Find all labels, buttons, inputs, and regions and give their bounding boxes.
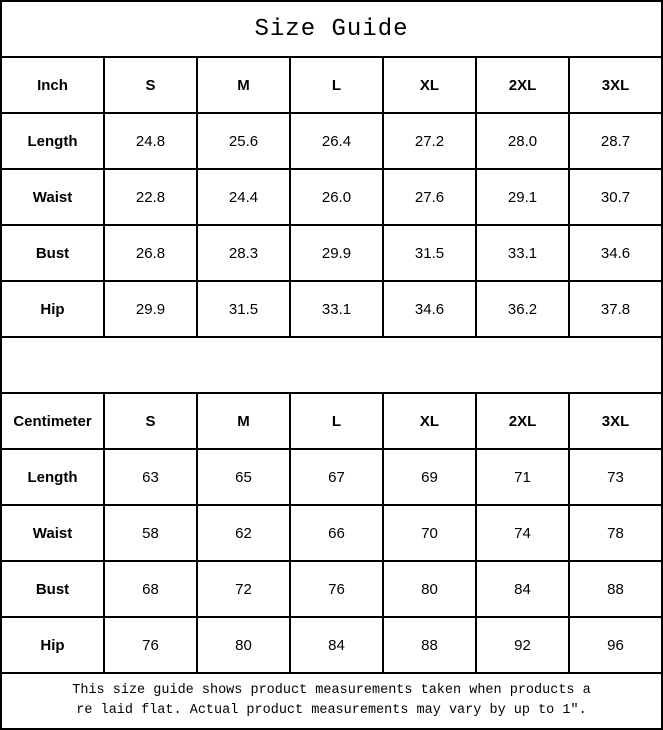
table-cell: 29.1 bbox=[477, 170, 568, 224]
size-column-header: M bbox=[198, 394, 289, 448]
table-cell: 88 bbox=[570, 562, 661, 616]
row-label-cell: Length bbox=[2, 450, 103, 504]
table-cell: 33.1 bbox=[477, 226, 568, 280]
size-column-header: 3XL bbox=[570, 394, 661, 448]
table-cell: 80 bbox=[384, 562, 475, 616]
table-cell: 28.0 bbox=[477, 114, 568, 168]
table-cell: 63 bbox=[105, 450, 196, 504]
measurement-note: This size guide shows product measuremen… bbox=[2, 674, 661, 728]
table-cell: 62 bbox=[198, 506, 289, 560]
table-cell: 24.8 bbox=[105, 114, 196, 168]
table-cell: 84 bbox=[291, 618, 382, 672]
table-cell: 34.6 bbox=[384, 282, 475, 336]
measurement-note-line-2: re laid flat. Actual product measurement… bbox=[76, 703, 587, 718]
table-row: Length 24.8 25.6 26.4 27.2 28.0 28.7 bbox=[2, 114, 661, 168]
row-label-cell: Hip bbox=[2, 282, 103, 336]
table-row: Length 63 65 67 69 71 73 bbox=[2, 450, 661, 504]
size-column-header: XL bbox=[384, 394, 475, 448]
table-cell: 26.4 bbox=[291, 114, 382, 168]
unit-header-cell: Centimeter bbox=[2, 394, 103, 448]
table-cell: 92 bbox=[477, 618, 568, 672]
size-column-header: L bbox=[291, 394, 382, 448]
size-column-header: 3XL bbox=[570, 58, 661, 112]
table-cell: 78 bbox=[570, 506, 661, 560]
table-cell: 37.8 bbox=[570, 282, 661, 336]
table-spacer bbox=[2, 338, 661, 392]
table-row: Hip 76 80 84 88 92 96 bbox=[2, 618, 661, 672]
table-cell: 31.5 bbox=[384, 226, 475, 280]
table-row: Bust 26.8 28.3 29.9 31.5 33.1 34.6 bbox=[2, 226, 661, 280]
unit-header-cell: Inch bbox=[2, 58, 103, 112]
table-cell: 65 bbox=[198, 450, 289, 504]
measurement-note-line-1: This size guide shows product measuremen… bbox=[72, 682, 591, 698]
table-cell: 67 bbox=[291, 450, 382, 504]
table-cell: 73 bbox=[570, 450, 661, 504]
table-cell: 34.6 bbox=[570, 226, 661, 280]
row-label-cell: Waist bbox=[2, 506, 103, 560]
table-cell: 27.2 bbox=[384, 114, 475, 168]
size-column-header: L bbox=[291, 58, 382, 112]
table-cell: 27.6 bbox=[384, 170, 475, 224]
size-column-header: S bbox=[105, 58, 196, 112]
table-cell: 96 bbox=[570, 618, 661, 672]
table-row: Hip 29.9 31.5 33.1 34.6 36.2 37.8 bbox=[2, 282, 661, 336]
table-cell: 72 bbox=[198, 562, 289, 616]
table-cell: 26.0 bbox=[291, 170, 382, 224]
table-cell: 26.8 bbox=[105, 226, 196, 280]
table-cell: 22.8 bbox=[105, 170, 196, 224]
row-label-cell: Bust bbox=[2, 226, 103, 280]
table-cell: 24.4 bbox=[198, 170, 289, 224]
row-label-cell: Length bbox=[2, 114, 103, 168]
size-column-header: M bbox=[198, 58, 289, 112]
size-column-header: XL bbox=[384, 58, 475, 112]
table-cell: 88 bbox=[384, 618, 475, 672]
row-label-cell: Bust bbox=[2, 562, 103, 616]
table-header-row: Centimeter S M L XL 2XL 3XL bbox=[2, 394, 661, 448]
size-column-header: 2XL bbox=[477, 58, 568, 112]
table-cell: 25.6 bbox=[198, 114, 289, 168]
table-cell: 74 bbox=[477, 506, 568, 560]
table-cell: 84 bbox=[477, 562, 568, 616]
table-cell: 68 bbox=[105, 562, 196, 616]
table-cell: 33.1 bbox=[291, 282, 382, 336]
table-header-row: Inch S M L XL 2XL 3XL bbox=[2, 58, 661, 112]
table-row: Bust 68 72 76 80 84 88 bbox=[2, 562, 661, 616]
table-cell: 28.3 bbox=[198, 226, 289, 280]
size-column-header: 2XL bbox=[477, 394, 568, 448]
table-cell: 29.9 bbox=[291, 226, 382, 280]
table-cell: 76 bbox=[291, 562, 382, 616]
table-cell: 36.2 bbox=[477, 282, 568, 336]
table-cell: 71 bbox=[477, 450, 568, 504]
table-cell: 70 bbox=[384, 506, 475, 560]
table-cell: 31.5 bbox=[198, 282, 289, 336]
table-cell: 29.9 bbox=[105, 282, 196, 336]
row-label-cell: Hip bbox=[2, 618, 103, 672]
table-cell: 76 bbox=[105, 618, 196, 672]
table-row: Waist 58 62 66 70 74 78 bbox=[2, 506, 661, 560]
size-column-header: S bbox=[105, 394, 196, 448]
table-cell: 28.7 bbox=[570, 114, 661, 168]
table-cell: 69 bbox=[384, 450, 475, 504]
table-cell: 80 bbox=[198, 618, 289, 672]
table-row: Waist 22.8 24.4 26.0 27.6 29.1 30.7 bbox=[2, 170, 661, 224]
table-cell: 66 bbox=[291, 506, 382, 560]
row-label-cell: Waist bbox=[2, 170, 103, 224]
table-cell: 58 bbox=[105, 506, 196, 560]
size-guide-title: Size Guide bbox=[2, 2, 661, 56]
table-cell: 30.7 bbox=[570, 170, 661, 224]
